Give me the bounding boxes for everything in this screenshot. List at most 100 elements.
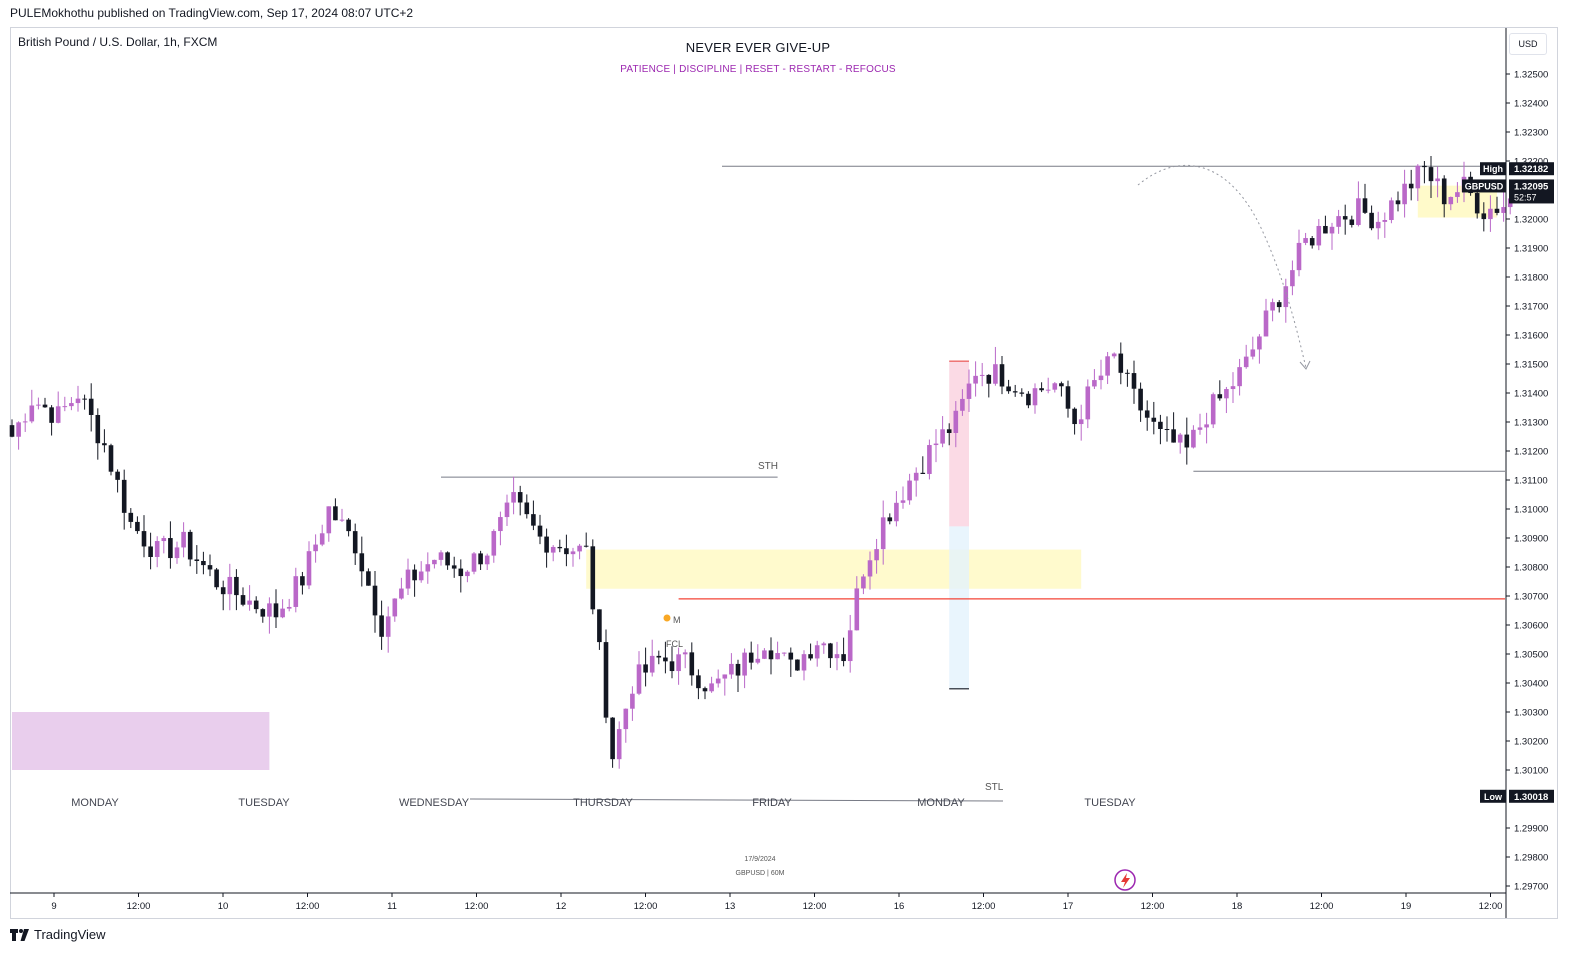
candle-body: [940, 429, 945, 444]
candle-body: [623, 708, 629, 730]
candle: [306, 541, 312, 590]
candle: [979, 362, 985, 387]
candle: [636, 651, 642, 696]
candle: [141, 515, 147, 558]
candle: [168, 521, 173, 569]
candle: [267, 597, 272, 634]
candle-body: [702, 688, 708, 692]
candle-body: [187, 531, 193, 560]
candle: [121, 469, 127, 530]
candle: [1006, 379, 1011, 394]
candle: [379, 600, 384, 650]
candle-body: [478, 553, 483, 565]
candle-body: [973, 375, 978, 384]
price-tick-label: 1.30100: [1514, 766, 1548, 777]
candle: [438, 550, 444, 566]
candle: [616, 721, 622, 769]
candle-body: [1336, 216, 1341, 227]
candle-body: [95, 414, 101, 444]
time-tick-label: 12:00: [127, 901, 151, 912]
candle-body: [1125, 372, 1130, 374]
price-tick-label: 1.32000: [1514, 215, 1548, 226]
candle-body: [801, 654, 807, 671]
candle-body: [735, 663, 741, 676]
watermark-symbol: GBPUSD | 60M: [735, 870, 785, 877]
candle: [273, 589, 279, 628]
symbol-legend[interactable]: British Pound / U.S. Dollar, 1h, FXCM: [18, 35, 218, 49]
candle: [385, 606, 391, 653]
candle-body: [69, 403, 74, 407]
candle-body: [1389, 200, 1394, 221]
candle: [128, 508, 134, 529]
time-tick-label: 12:00: [465, 901, 489, 912]
candle: [465, 570, 470, 583]
candle: [194, 545, 200, 574]
candle-body: [821, 643, 827, 646]
candle: [42, 397, 48, 408]
candle: [1052, 382, 1058, 393]
candle-body: [1184, 434, 1190, 448]
candle-body: [1039, 388, 1044, 391]
candle-body: [1270, 302, 1275, 311]
candle-body: [979, 374, 985, 376]
candle-body: [636, 664, 642, 694]
candle-body: [1501, 207, 1506, 213]
candle-body: [1276, 302, 1282, 308]
candle: [445, 551, 450, 570]
candle: [9, 419, 15, 438]
candle: [399, 577, 404, 600]
candle-body: [795, 659, 800, 671]
candle-body: [1197, 427, 1203, 430]
candle-body: [762, 650, 767, 659]
candle: [887, 513, 893, 525]
candle-body: [986, 374, 992, 384]
candle-body: [1026, 393, 1031, 406]
candle-body: [517, 492, 523, 503]
footer-brand[interactable]: TradingView: [10, 927, 106, 942]
candle: [1422, 161, 1427, 184]
candle: [933, 429, 939, 463]
candle: [788, 647, 794, 677]
candle-body: [814, 645, 820, 659]
candle-body: [29, 405, 35, 422]
chart-frame: [10, 27, 1558, 919]
candle-body: [630, 693, 635, 709]
publisher-line: PULEMokhothu published on TradingView.co…: [10, 6, 414, 20]
candle: [643, 647, 648, 687]
candle-body: [960, 398, 965, 411]
candle: [1408, 169, 1414, 201]
candle: [768, 637, 774, 675]
candle: [154, 536, 160, 568]
candle-body: [933, 443, 939, 446]
candle: [484, 553, 490, 570]
candle-body: [412, 569, 417, 581]
candle: [49, 405, 54, 436]
candle: [590, 539, 596, 615]
currency-button[interactable]: USD: [1509, 33, 1547, 55]
candle-body: [841, 654, 846, 662]
candle: [821, 641, 827, 654]
candle-body: [1131, 373, 1137, 389]
price-tick-label: 1.32400: [1514, 99, 1548, 110]
candle-body: [1474, 193, 1480, 214]
candle-body: [768, 650, 774, 660]
time-tick-label: 17: [1063, 901, 1074, 912]
candle-body: [1303, 238, 1308, 243]
watermark-date: 17/9/2024: [744, 856, 776, 863]
candle: [907, 473, 912, 505]
candle-body: [557, 546, 563, 549]
candle-body: [319, 533, 325, 545]
candle: [663, 641, 668, 674]
candle: [748, 641, 754, 670]
candle-body: [471, 553, 477, 572]
candle: [1441, 175, 1447, 218]
candle: [583, 532, 589, 548]
candle-body: [168, 538, 173, 559]
candle: [986, 374, 992, 398]
candle: [927, 439, 932, 480]
candle: [1382, 212, 1388, 238]
candle: [1019, 388, 1025, 397]
candle: [847, 614, 853, 673]
time-tick-label: 16: [894, 901, 905, 912]
